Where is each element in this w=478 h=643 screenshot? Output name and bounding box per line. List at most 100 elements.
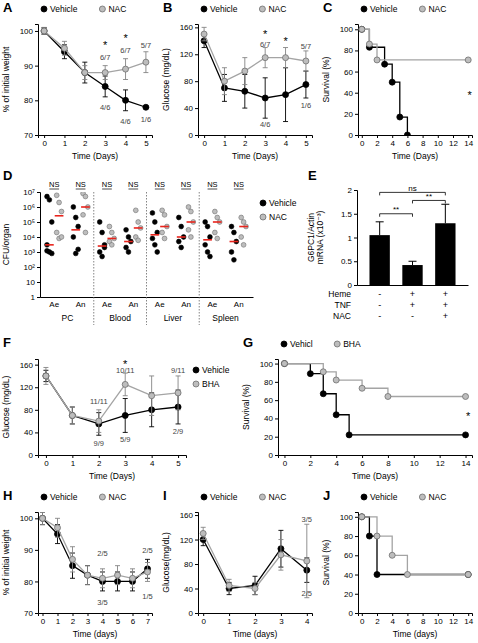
data-point [465,572,471,578]
tick: 20 [344,110,358,119]
tick: Ae [49,297,59,309]
tick-mark [407,135,408,138]
data-point [97,250,102,255]
data-point [123,66,129,72]
tick-mark [255,613,256,616]
annotation: NS [102,180,112,189]
error-bar [115,566,120,585]
tick-label: 4 [124,139,129,148]
panel-label: A [3,0,13,15]
tick-mark [275,364,278,365]
error-bar [123,399,128,433]
panel: C020406080100*02468101214Survival (%)Tim… [321,0,474,161]
tick-label: 80 [24,577,33,586]
median-line [239,226,248,228]
data-point [176,215,181,220]
legend-label: NAC [268,4,286,14]
error-cap [123,432,128,433]
annotation: 6/7 [100,53,110,62]
data-point [186,205,191,210]
tick-mark [195,27,198,28]
data-point [96,418,102,424]
tick-label: 100 [260,360,274,369]
annotation: * [103,39,108,51]
treatment-label: Heme [328,289,351,299]
y-axis-title-line: mRNA (x10⁻³) [315,211,325,265]
error-cap [202,40,207,41]
error-cap [70,407,75,408]
bar [369,235,389,285]
error-bar [85,566,90,585]
tick: 0 [201,613,206,626]
tick-mark [377,135,378,138]
error-cap [145,562,150,563]
error-cap [227,579,232,580]
tick: 3 [279,613,284,626]
tick-mark [37,267,40,268]
group-label: Liver [164,313,183,323]
axis-line [39,136,153,139]
x-axis: 01234 [199,613,313,626]
tick-label: 1 [227,617,232,626]
tick: 80 [264,378,278,387]
tick: 0 [349,609,358,618]
tick-mark [354,214,357,215]
legend-item: NAC [99,492,126,502]
tick-label: Ae [208,300,218,309]
data-point [303,58,309,64]
series-line [362,29,408,135]
tick: 7 [146,613,151,626]
error-bar [130,569,135,588]
tick-mark [468,613,469,616]
error-cap [409,261,417,262]
marks [359,514,471,578]
tick-mark [203,613,204,616]
data-point [333,377,339,383]
data-point [41,28,47,34]
legend-item: NAC [419,492,446,502]
tick-mark [37,222,40,223]
tick-label: 80 [184,77,193,86]
tick-label: 2 [83,139,88,148]
axis-line [35,360,39,456]
tick: 14 [464,613,473,626]
error-cap [278,570,283,571]
error-cap [303,71,308,72]
panel: A708090100*6/7*6/75/74/64/61/6012345% of… [1,0,153,161]
error-stem [379,222,380,235]
error-cap [278,530,283,531]
legend-item: BHA [334,339,361,349]
error-cap [40,524,45,525]
error-cap [145,581,150,582]
legend-item: NAC [260,212,287,222]
tick-mark [438,613,439,616]
legend-label: Vehicle [210,4,238,14]
data-point [281,361,287,367]
tick: 1 [63,135,68,148]
tick-label: 0 [360,617,365,626]
figure: A708090100*6/7*6/75/74/64/61/6012345% of… [0,0,478,643]
median-line [213,221,222,223]
tick: 10 [434,613,443,626]
tick-mark [466,455,467,458]
median-line [134,227,143,229]
tick-mark [37,297,40,298]
tick-mark [355,517,358,518]
axis-line [355,513,359,614]
annotation: NS [75,180,85,189]
legend-label: Vehicle [50,4,78,14]
series-line [284,364,465,397]
tick-label: 4 [150,459,155,468]
tick: 1 [56,613,61,626]
tick: 5 [304,135,309,148]
tick-mark [35,387,38,388]
tick-label: 6 [406,617,411,626]
tick-label: 4 [390,139,395,148]
tick: 20 [344,590,358,599]
data-point [85,572,91,578]
tick-mark [35,613,38,614]
marks [359,26,471,135]
x-axis: 02468101214 [279,455,473,468]
tick: 2 [83,135,88,148]
data-point [143,104,149,110]
